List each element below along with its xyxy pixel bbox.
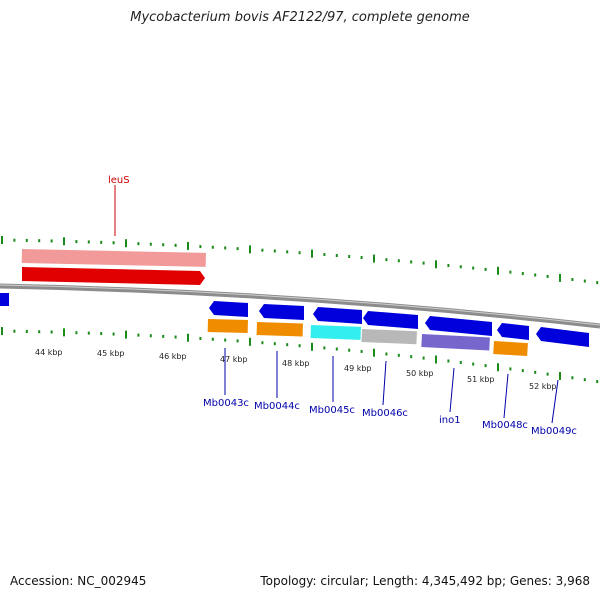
- map-title: Mycobacterium bovis AF2122/97, complete …: [130, 10, 470, 25]
- Mb0043c-arrow[interactable]: [209, 301, 248, 317]
- gene-label-ino1: ino1: [439, 415, 461, 426]
- Mb0045c-arrow[interactable]: [313, 307, 362, 324]
- Mb0048c-arrow[interactable]: [497, 323, 529, 340]
- genome-backbone-highlight: [0, 284, 600, 326]
- kbp-label-44: 44 kbp: [35, 348, 63, 357]
- Mb0044c-cds[interactable]: [256, 322, 303, 337]
- Mb0046c-cds[interactable]: [361, 328, 417, 345]
- kbp-label-46: 46 kbp: [159, 352, 187, 361]
- kbp-label-45: 45 kbp: [97, 349, 125, 358]
- gene-label-leuS: leuS: [108, 175, 130, 186]
- ino1-cds[interactable]: [421, 334, 490, 351]
- gene-label-Mb0046c: Mb0046c: [362, 408, 408, 419]
- gene-label-Mb0049c: Mb0049c: [531, 426, 577, 437]
- gene-label-Mb0043c: Mb0043c: [203, 398, 249, 409]
- footer-stats: Topology: circular; Length: 4,345,492 bp…: [260, 574, 590, 588]
- gene-label-Mb0045c: Mb0045c: [309, 405, 355, 416]
- Mb0049c-label-line: [551, 379, 559, 424]
- footer-accession: Accession: NC_002945: [10, 574, 147, 588]
- Mb0043c-cds[interactable]: [207, 319, 248, 334]
- leuS-feature-light[interactable]: [21, 248, 206, 267]
- kbp-label-49: 49 kbp: [344, 364, 372, 373]
- outer-tick-ring: [1, 236, 599, 285]
- ino1-arrow[interactable]: [425, 316, 492, 336]
- kbp-label-48: 48 kbp: [282, 359, 310, 368]
- reverse-feature-edge[interactable]: [0, 293, 9, 306]
- inner-tick-ring: [1, 327, 599, 384]
- Mb0046c-label-line: [382, 360, 387, 406]
- kbp-label-47: 47 kbp: [220, 355, 248, 364]
- Mb0046c-arrow[interactable]: [363, 311, 418, 329]
- kbp-label-52: 52 kbp: [529, 382, 557, 391]
- Mb0048c-cds[interactable]: [493, 341, 528, 357]
- kbp-label-51: 51 kbp: [467, 375, 495, 384]
- gene-label-Mb0044c: Mb0044c: [254, 401, 300, 412]
- gene-label-Mb0048c: Mb0048c: [482, 420, 528, 431]
- leuS-feature[interactable]: [22, 267, 205, 285]
- Mb0048c-label-line: [503, 373, 509, 419]
- genome-backbone: [0, 283, 600, 329]
- Mb0044c-arrow[interactable]: [259, 304, 304, 320]
- Mb0049c-arrow[interactable]: [536, 327, 589, 347]
- ino1-label-line: [449, 367, 455, 413]
- kbp-label-50: 50 kbp: [406, 369, 434, 378]
- Mb0045c-cds[interactable]: [310, 324, 361, 340]
